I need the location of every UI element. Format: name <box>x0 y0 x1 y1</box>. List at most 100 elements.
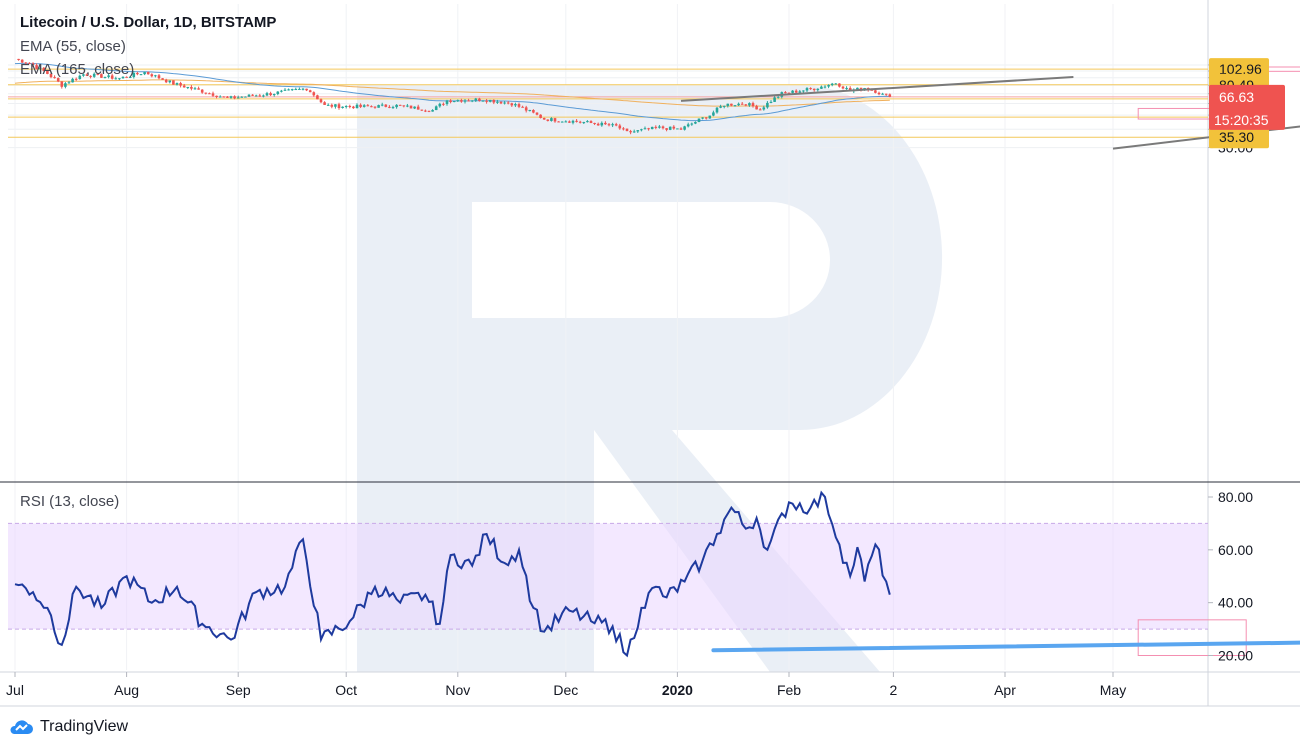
candle-body <box>823 86 827 88</box>
candle-body <box>427 110 431 112</box>
candle-body <box>586 121 589 123</box>
current-price-label-bg <box>1209 84 1285 130</box>
candle-body <box>701 117 704 119</box>
level-label: 102.96 <box>1219 61 1262 77</box>
candle-body <box>164 79 168 83</box>
rsi-tick-label: 60.00 <box>1218 542 1253 558</box>
candle-body <box>434 106 438 111</box>
candle-body <box>517 104 521 107</box>
candle-body <box>100 74 103 78</box>
candle-body <box>168 80 172 83</box>
candle-body <box>312 92 316 96</box>
time-tick-label: Nov <box>445 682 470 698</box>
bar-countdown-label: 15:20:35 <box>1214 112 1269 128</box>
candle-body <box>766 102 769 108</box>
chart-title: Litecoin / U.S. Dollar, 1D, BITSTAMP <box>20 14 277 31</box>
candle-body <box>474 98 478 101</box>
ema55-legend: EMA (55, close) <box>20 38 126 55</box>
candle-body <box>877 92 881 95</box>
candle-body <box>56 78 60 82</box>
candle-body <box>233 96 236 99</box>
candle-body <box>722 105 726 107</box>
candle-body <box>337 104 341 108</box>
candle-body <box>395 104 398 108</box>
candle-body <box>884 93 888 95</box>
candle-body <box>564 121 568 123</box>
candle-body <box>251 94 254 96</box>
time-tick-label: Apr <box>994 682 1016 698</box>
candle-body <box>492 99 496 103</box>
candle-body <box>265 93 269 96</box>
candle-body <box>816 88 820 91</box>
candle-body <box>830 83 834 86</box>
candle-body <box>510 103 514 106</box>
candle-body <box>254 95 258 97</box>
candle-body <box>794 90 798 93</box>
rsi-band <box>8 523 1208 630</box>
candle-body <box>179 83 182 86</box>
candle-body <box>46 71 49 74</box>
candle-body <box>283 89 287 91</box>
candle-body <box>553 118 557 122</box>
candle-body <box>456 100 460 102</box>
candle-body <box>362 105 366 107</box>
candle-body <box>596 123 600 126</box>
candle-body <box>791 90 794 93</box>
candle-body <box>683 126 686 130</box>
time-tick-label: Feb <box>777 682 801 698</box>
candle-body <box>420 109 424 111</box>
candle-body <box>784 92 787 94</box>
ema-55-line <box>14 62 890 122</box>
candle-body <box>240 96 244 98</box>
time-tick-label: Sep <box>226 682 251 698</box>
candle-body <box>136 73 139 75</box>
candle-body <box>593 122 596 124</box>
level-label: 35.30 <box>1219 129 1254 145</box>
candle-body <box>733 105 737 107</box>
time-tick-label: 2 <box>890 682 898 698</box>
candle-body <box>744 104 748 106</box>
candle-body <box>650 126 654 130</box>
candle-body <box>49 73 53 78</box>
candle-body <box>377 105 380 108</box>
candle-body <box>776 96 780 98</box>
candle-body <box>488 99 492 102</box>
candle-body <box>53 77 56 79</box>
candle-body <box>859 87 863 90</box>
candle-body <box>805 88 809 91</box>
candle-body <box>31 63 35 66</box>
candle-body <box>107 75 110 77</box>
candle-body <box>96 73 100 75</box>
ema165-legend: EMA (165, close) <box>20 61 135 78</box>
candle-body <box>280 90 283 92</box>
tradingview-logo[interactable]: TradingView <box>8 718 128 736</box>
candle-body <box>258 95 262 97</box>
candle-body <box>647 128 650 130</box>
candle-body <box>82 74 85 76</box>
candle-body <box>452 101 456 103</box>
rsi-tick-label: 20.00 <box>1218 648 1253 664</box>
candle-body <box>186 86 190 88</box>
candle-body <box>672 126 676 129</box>
candle-body <box>326 104 330 106</box>
candle-body <box>406 105 409 107</box>
ema-165-line <box>14 79 890 107</box>
time-tick-label: 2020 <box>662 682 693 698</box>
candle-body <box>470 100 474 102</box>
candle-body <box>445 100 449 105</box>
candle-body <box>402 105 406 107</box>
rsi-support-line <box>711 640 1300 653</box>
candle-body <box>161 78 164 80</box>
candle-body <box>560 121 564 123</box>
candle-body <box>204 92 208 94</box>
candle-body <box>535 112 539 115</box>
candle-body <box>370 106 373 108</box>
time-tick-label: Oct <box>335 682 357 698</box>
candle-body <box>755 106 758 110</box>
candle-body <box>460 100 463 102</box>
candle-body <box>539 114 542 118</box>
candle-body <box>874 90 877 93</box>
candle-body <box>622 128 625 130</box>
candle-body <box>704 117 708 119</box>
candle-body <box>139 74 143 76</box>
